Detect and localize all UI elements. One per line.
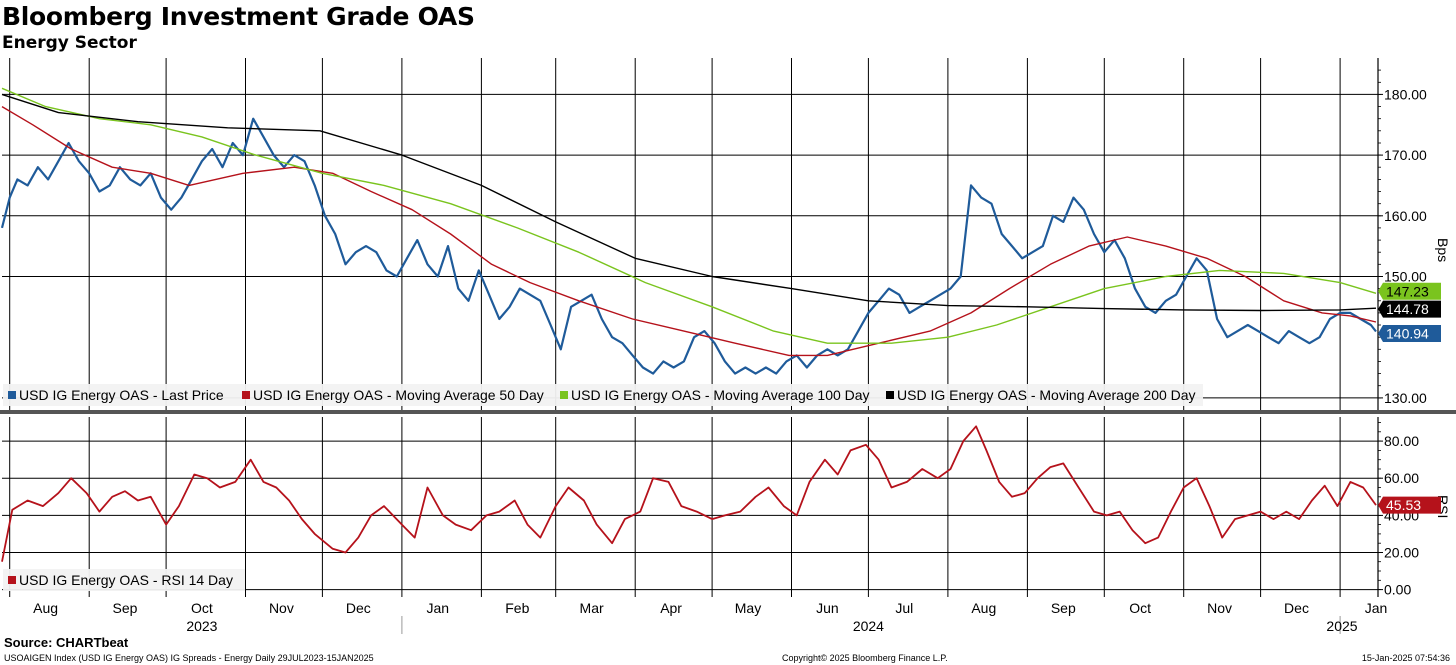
x-year-label: 2024 — [853, 618, 884, 634]
y-tick-label: 160.00 — [1384, 208, 1427, 224]
y-tick-label: 150.00 — [1384, 269, 1427, 285]
x-tick-label: Sep — [113, 600, 138, 616]
legend-entry: USD IG Energy OAS - Moving Average 50 Da… — [253, 387, 544, 403]
last-value-badge — [1378, 300, 1441, 318]
series-line-ma50 — [1, 105, 1377, 357]
legend-swatch — [886, 391, 894, 399]
x-tick-label: Jan — [427, 600, 450, 616]
last-value-badge — [1378, 496, 1441, 514]
legend-background — [3, 569, 245, 591]
legend-swatch — [8, 576, 16, 584]
last-value-text: 140.94 — [1386, 326, 1429, 342]
x-tick-label: Oct — [1129, 600, 1151, 616]
legend-entry: USD IG Energy OAS - Moving Average 100 D… — [571, 387, 870, 403]
x-tick-label: Nov — [269, 600, 294, 616]
last-value-text: 45.53 — [1386, 497, 1421, 513]
series-line-ma200 — [1, 93, 1377, 312]
last-value-text: 144.78 — [1386, 301, 1429, 317]
y-tick-label: 0.00 — [1384, 582, 1411, 598]
y-tick-label: 180.00 — [1384, 86, 1427, 102]
last-value-text: 147.23 — [1386, 283, 1429, 299]
legend-entry: USD IG Energy OAS - RSI 14 Day — [19, 572, 233, 588]
series-line-last-price — [0, 117, 1377, 375]
x-tick-label: Feb — [505, 600, 529, 616]
x-tick-label: Aug — [971, 600, 996, 616]
legend-entry: USD IG Energy OAS - Moving Average 200 D… — [897, 387, 1196, 403]
x-tick-label: Jul — [895, 600, 913, 616]
footer-timestamp: 15-Jan-2025 07:54:36 — [1361, 653, 1450, 663]
y-tick-label: 130.00 — [1384, 390, 1427, 406]
source-label: Source: CHARTbeat — [4, 635, 129, 650]
x-year-label: 2025 — [1326, 618, 1357, 634]
x-tick-label: Dec — [346, 600, 371, 616]
y-tick-label: 60.00 — [1384, 470, 1419, 486]
legend-background — [3, 384, 1203, 406]
last-value-label: 45.53 — [1378, 496, 1441, 514]
x-tick-label: Sep — [1051, 600, 1076, 616]
y-axis-title: Bps — [1435, 238, 1451, 262]
x-tick-label: Nov — [1207, 600, 1232, 616]
x-tick-label: Oct — [191, 600, 213, 616]
x-tick-label: Jan — [1365, 600, 1388, 616]
y-tick-label: 20.00 — [1384, 545, 1419, 561]
legend-swatch — [560, 391, 568, 399]
last-value-label: 140.94 — [1378, 324, 1441, 342]
last-value-badge — [1378, 282, 1441, 300]
series-line-rsi — [1, 425, 1377, 562]
x-tick-label: Dec — [1284, 600, 1309, 616]
chart-subtitle: Energy Sector — [2, 33, 137, 53]
chart-title: Bloomberg Investment Grade OAS — [2, 2, 475, 31]
panel-separator — [0, 410, 1456, 414]
x-tick-label: May — [735, 600, 761, 616]
last-value-badge — [1378, 324, 1441, 342]
x-tick-label: Mar — [580, 600, 604, 616]
series-line-ma100 — [1, 87, 1377, 344]
legend-entry: USD IG Energy OAS - Last Price — [19, 387, 224, 403]
x-tick-label: Jun — [816, 600, 839, 616]
x-year-label: 2023 — [186, 618, 217, 634]
y-tick-label: 170.00 — [1384, 147, 1427, 163]
y-tick-label: 80.00 — [1384, 433, 1419, 449]
footer-description: USOAIGEN Index (USD IG Energy OAS) IG Sp… — [4, 653, 374, 663]
x-tick-label: Aug — [33, 600, 58, 616]
x-tick-label: Apr — [660, 600, 682, 616]
legend-swatch — [242, 391, 250, 399]
legend-swatch — [8, 391, 16, 399]
last-value-label: 144.78 — [1378, 300, 1441, 318]
last-value-label: 147.23 — [1378, 282, 1441, 300]
footer-copyright: Copyright© 2025 Bloomberg Finance L.P. — [782, 653, 948, 663]
